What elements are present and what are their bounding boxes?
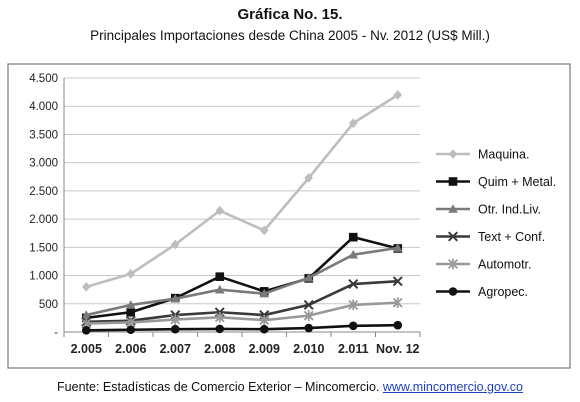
data-point: [348, 118, 358, 128]
data-point: [214, 284, 225, 294]
data-point: [126, 269, 136, 279]
source-note: Fuente: Estadísticas de Comercio Exterio…: [0, 380, 580, 394]
series-5: [81, 320, 403, 335]
data-point: [259, 314, 270, 326]
x-tick-label: 2.006: [115, 342, 146, 356]
legend-entry: Maquina.: [436, 148, 529, 162]
data-point: [259, 225, 269, 236]
data-point: [348, 299, 359, 311]
y-tick-label: 1.000: [29, 271, 58, 283]
y-tick-label: -: [54, 327, 58, 339]
legend-label: Otr. Ind.Liv.: [478, 203, 541, 217]
y-tick-label: 500: [39, 299, 58, 311]
series-line: [85, 246, 398, 317]
data-point: [214, 312, 225, 323]
data-point: [259, 324, 269, 334]
data-point: [81, 326, 91, 335]
legend-marker-stroke: [447, 231, 459, 242]
x-tick-label: 2.009: [249, 342, 280, 356]
series-line: [86, 235, 399, 320]
y-tick-label: 2.500: [29, 186, 58, 198]
y-tick-label: 1.500: [29, 242, 58, 254]
legend-marker: [448, 287, 458, 296]
data-point: [304, 323, 314, 333]
x-tick-label: 2.011: [338, 342, 369, 356]
series-2: [81, 243, 403, 319]
data-point: [170, 314, 181, 325]
data-point: [170, 293, 181, 303]
legend-label: Maquina.: [478, 148, 529, 162]
data-point: [393, 90, 403, 100]
y-tick-label: 2.000: [29, 214, 58, 226]
data-point: [125, 300, 136, 309]
x-tick-label: 2.008: [204, 342, 235, 356]
y-tick-label: 4.000: [29, 101, 58, 113]
data-point: [81, 310, 92, 319]
series-4: [81, 297, 403, 329]
line-chart: - 500 1.000 1.500 2.000 2.500 3.000 3.500 4.000 4…: [7, 63, 571, 369]
x-tick-label: 2.007: [160, 342, 191, 356]
data-point-stroke: [392, 276, 403, 287]
data-point: [126, 307, 136, 317]
source-text: Fuente: Estadísticas de Comercio Exterio…: [57, 380, 383, 394]
data-point: [215, 324, 225, 334]
legend-label: Text + Conf.: [478, 230, 545, 244]
legend-entry: Text + Conf.: [436, 230, 545, 244]
legend-label: Agropec.: [478, 285, 528, 299]
data-point: [348, 279, 359, 290]
data-point: [392, 297, 403, 308]
data-point: [393, 320, 403, 330]
data-point: [348, 232, 358, 242]
data-point: [348, 321, 358, 331]
legend-label: Quim + Metal.: [478, 175, 556, 189]
x-tick-label: 2.010: [293, 342, 324, 356]
data-point: [348, 249, 359, 259]
legend-marker: [448, 149, 458, 159]
legend-entry: Otr. Ind.Liv.: [436, 203, 541, 217]
data-point: [126, 325, 136, 335]
legend-marker: [448, 204, 458, 213]
legend-marker: [447, 231, 459, 242]
chart-subtitle: Principales Importaciones desde China 20…: [90, 28, 490, 43]
x-tick-label: Nov. 12: [376, 342, 420, 356]
data-point-stroke: [348, 279, 359, 290]
y-tick-label: 3.500: [29, 129, 58, 141]
data-point: [170, 324, 180, 334]
legend-entry: Agropec.: [436, 285, 528, 299]
series-line: [86, 301, 398, 325]
legend-label: Automotr.: [478, 258, 532, 272]
series-line: [85, 93, 399, 289]
data-point-stroke: [303, 299, 314, 310]
legend-entry: Quim + Metal.: [436, 175, 556, 189]
data-point: [303, 299, 314, 310]
legend-entry: Automotr.: [436, 258, 532, 272]
legend-marker: [448, 177, 458, 186]
data-point: [303, 273, 314, 282]
data-point: [215, 205, 225, 216]
chart-title: Gráfica No. 15.: [237, 6, 343, 23]
data-point: [215, 272, 225, 281]
data-point: [81, 282, 91, 292]
data-point: [303, 310, 314, 321]
y-tick-label: 3.000: [29, 158, 58, 170]
data-point: [259, 288, 270, 298]
data-point: [392, 276, 403, 287]
legend-marker: [448, 258, 458, 270]
x-tick-label: 2.005: [71, 342, 102, 356]
data-point: [170, 239, 180, 250]
y-tick-label: 4.500: [29, 73, 58, 85]
series-line: [86, 323, 398, 332]
source-link[interactable]: www.mincomercio.gov.co: [382, 380, 523, 394]
series-line: [86, 279, 398, 324]
data-point: [392, 243, 403, 252]
